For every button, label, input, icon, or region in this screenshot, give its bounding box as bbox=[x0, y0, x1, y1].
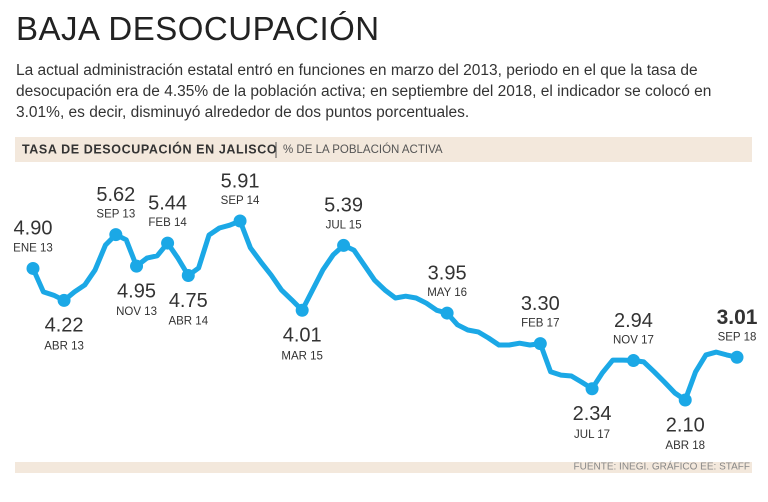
point bbox=[295, 303, 309, 317]
value-label: 2.10 bbox=[666, 414, 705, 436]
date-label: FEB 14 bbox=[148, 217, 187, 229]
date-label: NOV 13 bbox=[116, 306, 157, 318]
chart-header-band bbox=[15, 137, 752, 162]
value-label: 5.62 bbox=[96, 184, 135, 206]
value-label: 2.94 bbox=[614, 310, 653, 332]
date-label: NOV 17 bbox=[613, 335, 654, 347]
value-label: 4.22 bbox=[45, 315, 84, 337]
date-label: JUL 17 bbox=[574, 429, 610, 441]
value-label: 5.91 bbox=[221, 170, 260, 192]
value-label: 5.39 bbox=[324, 195, 363, 217]
chart-title: TASA DE DESOCUPACIÓN EN JALISCO bbox=[22, 141, 277, 156]
value-label: 4.75 bbox=[169, 290, 208, 312]
value-label: 4.90 bbox=[14, 218, 53, 240]
date-label: JUL 15 bbox=[326, 219, 362, 231]
point bbox=[585, 382, 599, 396]
date-label: FEB 17 bbox=[521, 318, 559, 330]
point bbox=[26, 261, 40, 275]
date-label: SEP 14 bbox=[221, 195, 260, 207]
value-label: 4.01 bbox=[283, 325, 322, 347]
point bbox=[57, 293, 71, 307]
point bbox=[109, 228, 123, 242]
value-label: 2.34 bbox=[573, 403, 612, 425]
point bbox=[161, 236, 175, 250]
point bbox=[130, 259, 144, 273]
date-label: ABR 13 bbox=[44, 340, 84, 352]
date-label: ENE 13 bbox=[13, 242, 53, 254]
chart-subtitle: % DE LA POBLACIÓN ACTIVA bbox=[283, 143, 443, 156]
value-label: 3.30 bbox=[521, 293, 560, 315]
value-label: 3.95 bbox=[428, 262, 467, 284]
date-label: MAR 15 bbox=[281, 350, 323, 362]
date-label: ABR 14 bbox=[168, 316, 208, 328]
date-label: SEP 13 bbox=[96, 209, 135, 221]
point bbox=[233, 214, 247, 228]
date-label: SEP 18 bbox=[718, 331, 757, 343]
point bbox=[730, 350, 744, 364]
point bbox=[181, 268, 195, 282]
point bbox=[337, 238, 351, 252]
lead-text: La actual administración estatal entró e… bbox=[16, 62, 712, 121]
line bbox=[30, 218, 740, 403]
footer-band bbox=[15, 462, 752, 473]
date-label: ABR 18 bbox=[665, 440, 705, 452]
point bbox=[440, 306, 454, 320]
point bbox=[533, 337, 547, 351]
value-label: 4.95 bbox=[117, 280, 156, 302]
title: BAJA DESOCUPACIÓN bbox=[16, 10, 380, 47]
date-label: MAY 16 bbox=[427, 287, 467, 299]
point bbox=[626, 354, 640, 368]
source: FUENTE: INEGI. GRÁFICO EE: STAFF bbox=[574, 460, 751, 473]
value-label: 5.44 bbox=[148, 192, 187, 214]
point bbox=[678, 393, 692, 407]
value-label: 3.01 bbox=[717, 306, 758, 329]
